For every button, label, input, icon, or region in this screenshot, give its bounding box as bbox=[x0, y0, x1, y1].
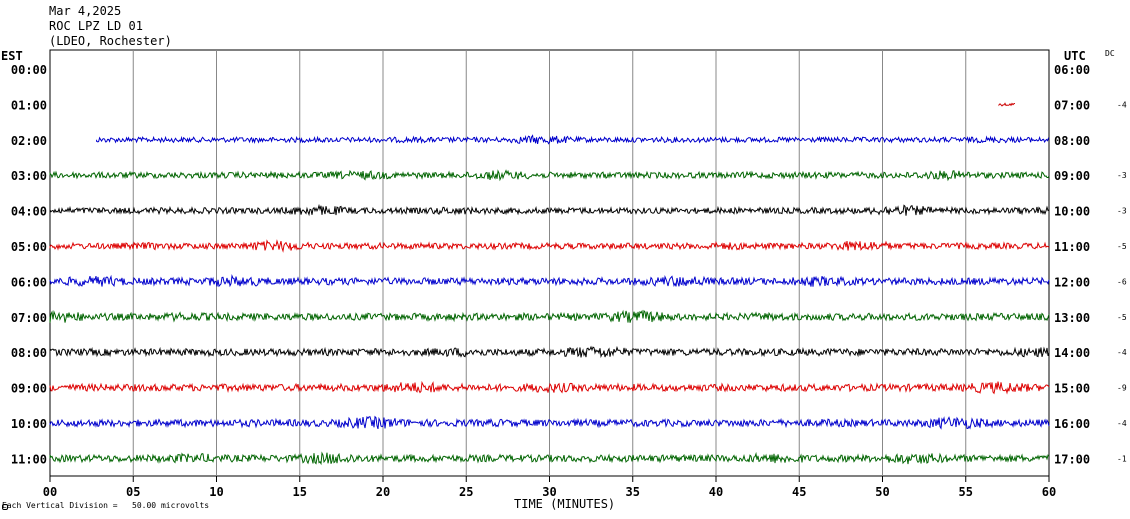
seismic-trace bbox=[998, 102, 1016, 107]
utc-hour-label: 16:00 bbox=[1054, 417, 1090, 431]
seismic-trace bbox=[49, 345, 1050, 359]
utc-axis-label: UTC bbox=[1064, 49, 1086, 63]
dc-offset-label: -3 bbox=[1117, 207, 1127, 216]
est-hour-label: 01:00 bbox=[11, 98, 47, 112]
x-tick-label: 05 bbox=[126, 485, 140, 499]
est-hour-label: 06:00 bbox=[11, 275, 47, 289]
utc-hour-label: 06:00 bbox=[1054, 63, 1090, 77]
x-axis-title: TIME (MINUTES) bbox=[514, 497, 616, 511]
utc-hour-label: 11:00 bbox=[1054, 240, 1090, 254]
est-hour-label: 05:00 bbox=[11, 240, 47, 254]
est-hour-label: 03:00 bbox=[11, 169, 47, 183]
dc-offset-label: -3 bbox=[1117, 171, 1127, 180]
utc-hour-label: 08:00 bbox=[1054, 134, 1090, 148]
x-tick-label: 40 bbox=[709, 485, 723, 499]
est-hour-label: 10:00 bbox=[11, 417, 47, 431]
seismic-trace bbox=[49, 239, 1050, 253]
dc-offset-label: -1 bbox=[1117, 454, 1127, 463]
est-hour-label: 00:00 bbox=[11, 63, 47, 77]
seismic-trace bbox=[49, 203, 1050, 217]
header-network: (LDEO, Rochester) bbox=[49, 34, 172, 48]
x-tick-label: 15 bbox=[293, 485, 307, 499]
seismic-trace bbox=[49, 380, 1050, 395]
x-tick-label: 20 bbox=[376, 485, 390, 499]
est-axis-label: EST bbox=[1, 49, 23, 63]
utc-hour-label: 07:00 bbox=[1054, 98, 1090, 112]
utc-hour-label: 09:00 bbox=[1054, 169, 1090, 183]
seismic-trace bbox=[49, 415, 1050, 430]
x-tick-label: 60 bbox=[1042, 485, 1056, 499]
scale-footnote: Each Vertical Division = 50.00 microvolt… bbox=[2, 501, 210, 510]
x-tick-label: 35 bbox=[626, 485, 640, 499]
dc-offset-label: -5 bbox=[1117, 242, 1127, 251]
dc-offset-label: -4 bbox=[1117, 100, 1127, 109]
header-station: ROC LPZ LD 01 bbox=[49, 19, 143, 33]
est-hour-label: 02:00 bbox=[11, 134, 47, 148]
header-date: Mar 4,2025 bbox=[49, 4, 122, 18]
x-tick-label: 10 bbox=[209, 485, 223, 499]
seismic-trace bbox=[49, 309, 1050, 323]
dc-offset-label: -9 bbox=[1117, 384, 1127, 393]
seismic-trace bbox=[49, 169, 1050, 182]
utc-hour-label: 14:00 bbox=[1054, 346, 1090, 360]
utc-hour-label: 10:00 bbox=[1054, 205, 1090, 219]
seismic-trace bbox=[96, 134, 1050, 145]
utc-hour-label: 13:00 bbox=[1054, 311, 1090, 325]
x-tick-label: 30 bbox=[542, 485, 556, 499]
est-hour-label: 08:00 bbox=[11, 346, 47, 360]
dc-column-label: DC bbox=[1105, 49, 1115, 58]
utc-hour-label: 17:00 bbox=[1054, 452, 1090, 466]
est-hour-label: 07:00 bbox=[11, 311, 47, 325]
est-hour-label: 09:00 bbox=[11, 382, 47, 396]
seismic-trace bbox=[49, 274, 1050, 288]
dc-offset-label: -5 bbox=[1117, 313, 1127, 322]
x-tick-label: 55 bbox=[959, 485, 973, 499]
x-tick-label: 25 bbox=[459, 485, 473, 499]
utc-hour-label: 12:00 bbox=[1054, 275, 1090, 289]
seismic-trace bbox=[49, 451, 1050, 466]
dc-offset-label: -4 bbox=[1117, 419, 1127, 428]
dc-offset-label: -4 bbox=[1117, 348, 1127, 357]
x-tick-label: 45 bbox=[792, 485, 806, 499]
x-tick-label: 50 bbox=[875, 485, 889, 499]
est-hour-label: 04:00 bbox=[11, 205, 47, 219]
scale-icon bbox=[2, 504, 8, 510]
dc-offset-label: -6 bbox=[1117, 277, 1127, 286]
utc-hour-label: 15:00 bbox=[1054, 382, 1090, 396]
x-tick-label: 00 bbox=[43, 485, 57, 499]
est-hour-label: 11:00 bbox=[11, 452, 47, 466]
